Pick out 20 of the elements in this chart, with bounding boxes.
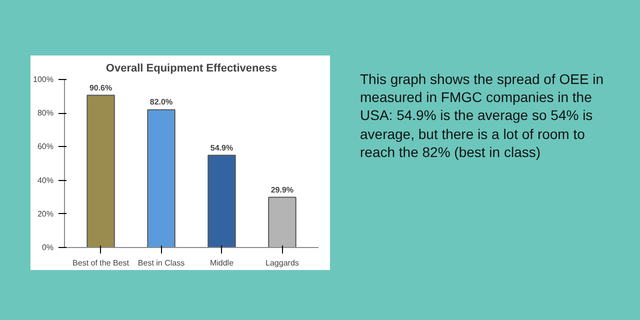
y-tick-label: 0% [42,243,54,252]
data-label: 82.0% [150,98,173,107]
data-label: 54.9% [210,143,234,152]
bar [208,154,236,248]
chart-title: Overall Equipment Effectiveness [106,62,278,74]
y-tick-label: 100% [33,75,54,84]
text: This graph shows the spread of OEE in measured in FMGC companies in the USA: 54.9% is the average so 54% is average, but there is a lot of room to reach the 82% (best in class) [360,70,605,161]
x-tick-label: Middle [210,258,234,268]
y-tick-label: 60% [37,142,54,152]
y-tick-label: 20% [37,209,54,218]
bar [268,196,296,248]
y-tick-label: 80% [37,108,54,118]
x-tick-label: Laggards [266,258,299,268]
data-label: 29.9% [270,185,294,194]
data-label: 90.6% [89,83,112,92]
bar [86,94,115,248]
bar [147,109,176,248]
y-tick-label: 40% [37,176,54,185]
x-tick-label: Best in Class [138,258,185,268]
x-tick-label: Best of the Best [72,258,130,268]
